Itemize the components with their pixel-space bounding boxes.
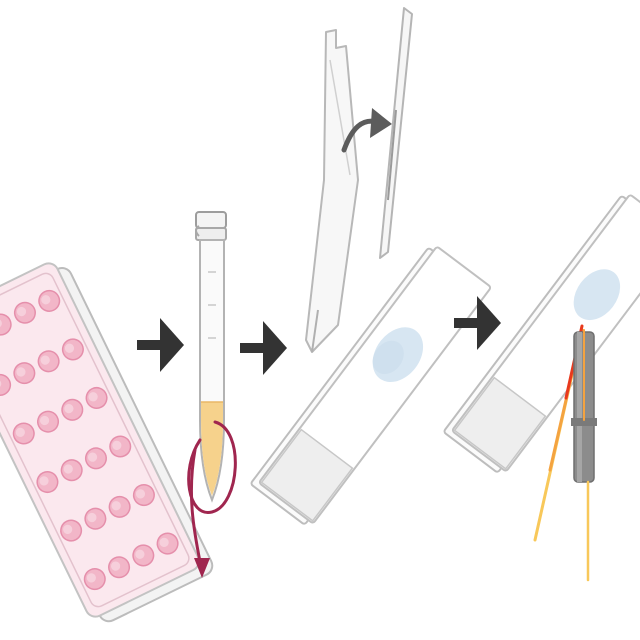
- plate-well-highlight: [112, 440, 122, 450]
- plate-well: [84, 447, 107, 470]
- objective-lens-icon: [571, 329, 597, 582]
- plate-well-highlight: [63, 464, 73, 474]
- plate-well: [132, 544, 155, 567]
- plate-body: [0, 262, 200, 618]
- plate-well-highlight: [135, 489, 146, 499]
- tube-pellet: [201, 402, 223, 496]
- smear-slide-icon: [250, 246, 492, 525]
- arrow-right-icon: [137, 318, 184, 372]
- tube-cap: [195, 211, 227, 229]
- plate-well-highlight: [16, 306, 27, 317]
- plate-well-highlight: [135, 549, 145, 559]
- plate-well-highlight: [111, 501, 121, 511]
- plate-well: [37, 350, 60, 373]
- plate-well: [84, 507, 107, 530]
- plate-well: [85, 386, 108, 409]
- plate-well-highlight: [87, 512, 97, 523]
- plate-lid-rim: [0, 272, 190, 608]
- plate-well-highlight: [40, 355, 50, 365]
- plate-well: [13, 362, 36, 385]
- plate-well-highlight: [63, 524, 73, 534]
- plate-well: [109, 435, 132, 458]
- arrow-right-icon: [454, 296, 501, 350]
- plate-well: [60, 519, 83, 542]
- pipette-tip-icon: [305, 29, 359, 353]
- plate-well-highlight: [39, 476, 49, 486]
- laser-slide-icon: [443, 194, 640, 473]
- plate-well: [61, 398, 84, 421]
- spreader-slide-icon: [379, 7, 413, 259]
- plate-well: [13, 301, 36, 324]
- blood-smear: [573, 269, 621, 321]
- plate-wells: [0, 289, 179, 591]
- plate-well: [108, 495, 131, 518]
- plate-well: [60, 459, 83, 482]
- curved-arrow-icon: [341, 108, 392, 153]
- plate-well: [156, 532, 179, 555]
- plate-well-highlight: [87, 452, 98, 462]
- plate-well-highlight: [15, 427, 25, 437]
- plate-well-highlight: [88, 392, 98, 402]
- plate-well-highlight: [64, 343, 75, 353]
- plate-well: [61, 338, 84, 361]
- plate-well: [36, 471, 59, 494]
- plate-well: [83, 568, 106, 591]
- plate-well: [0, 373, 12, 396]
- plate-well-highlight: [64, 404, 74, 414]
- well-plate-icon: [0, 262, 214, 623]
- plate-well-highlight: [86, 573, 96, 583]
- plate-well: [37, 410, 60, 433]
- plate-well: [38, 289, 61, 312]
- plate-well-highlight: [16, 367, 26, 377]
- slide-label-area: [260, 428, 354, 522]
- plate-well-highlight: [159, 537, 169, 548]
- plate-well: [108, 556, 131, 579]
- plate-well-highlight: [41, 295, 51, 305]
- plate-well: [0, 313, 12, 336]
- plate-well-highlight: [39, 415, 50, 426]
- plate-well-highlight: [110, 561, 121, 571]
- centrifuge-tube-icon: [195, 211, 227, 503]
- plate-well: [132, 484, 155, 507]
- rotation-arrow-icon: [187, 420, 237, 578]
- plate-well: [12, 422, 35, 445]
- slide-label-area: [453, 376, 547, 470]
- arrow-right-icon: [240, 321, 287, 375]
